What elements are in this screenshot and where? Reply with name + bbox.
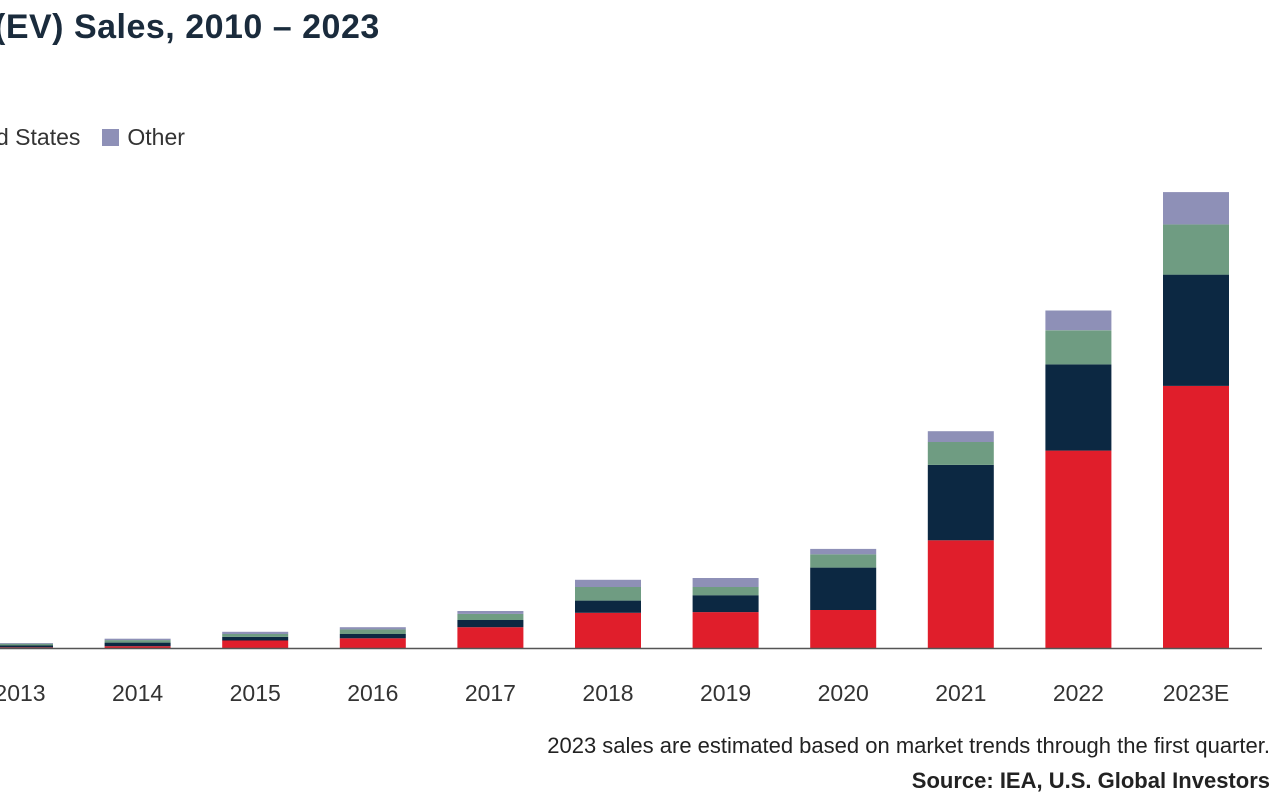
x-tick-label-2018: 2018 <box>582 680 633 706</box>
bar-2020-series-2 <box>810 554 877 568</box>
bar-2021-series-2 <box>927 441 994 465</box>
x-tick-label-2021: 2021 <box>935 680 986 706</box>
bar-2023E-series-2 <box>1163 224 1229 275</box>
bar-2018-series-3 <box>575 579 641 587</box>
x-tick-label-2015: 2015 <box>230 680 281 706</box>
bar-2023E-series-3 <box>1163 192 1229 225</box>
bar-2021-series-1 <box>927 464 994 541</box>
bar-2022-series-0 <box>1045 450 1112 648</box>
bar-2018-series-0 <box>575 612 641 648</box>
bar-2013-series-0 <box>0 647 53 648</box>
bar-2016-series-2 <box>339 629 406 634</box>
chart-footnote: 2023 sales are estimated based on market… <box>547 733 1270 758</box>
bar-2013-series-2 <box>0 643 53 646</box>
x-tick-label-2016: 2016 <box>347 680 398 706</box>
legend-label-other: Other <box>127 124 185 150</box>
bar-2021-series-3 <box>927 431 994 442</box>
bar-2015-series-1 <box>222 636 289 641</box>
chart-source: Source: IEA, U.S. Global Investors <box>911 768 1270 793</box>
bar-2020-series-1 <box>810 567 877 610</box>
bar-2016-series-0 <box>339 638 406 648</box>
bar-2016-series-1 <box>339 634 406 639</box>
bar-2022-series-3 <box>1045 310 1112 331</box>
bar-2019-series-1 <box>692 595 759 613</box>
bar-2019-series-3 <box>692 578 759 587</box>
bar-2014-series-2 <box>104 640 171 643</box>
bar-2017-series-1 <box>457 620 524 628</box>
bar-2017-series-0 <box>457 627 524 648</box>
chart-plot: 2013 2014 2015 2016 2017 2018 2019 2020 2021 2022… <box>0 192 1262 706</box>
bar-2023E-series-0 <box>1163 385 1229 648</box>
bar-2020-series-0 <box>810 609 877 648</box>
bar-2017-series-2 <box>457 613 524 620</box>
bar-2013-series-1 <box>0 645 53 648</box>
legend-label-united-states: d States <box>0 124 81 150</box>
bar-2014-series-3 <box>104 638 171 641</box>
chart-legend: d States Other <box>0 124 185 151</box>
legend-swatch-other <box>102 129 120 146</box>
bar-2022-series-1 <box>1045 364 1112 451</box>
bar-2017-series-3 <box>457 611 524 614</box>
x-tick-label-2020: 2020 <box>818 680 869 706</box>
bar-2020-series-3 <box>810 548 877 555</box>
bar-2015-series-0 <box>222 640 289 648</box>
bar-2014-series-0 <box>104 646 171 648</box>
x-tick-label-2023E: 2023E <box>1163 680 1230 706</box>
bar-2018-series-1 <box>575 600 641 613</box>
bar-2015-series-3 <box>222 631 289 634</box>
x-tick-label-2014: 2014 <box>112 680 163 706</box>
x-tick-label-2022: 2022 <box>1053 680 1104 706</box>
x-tick-label-2019: 2019 <box>700 680 751 706</box>
bar-2014-series-1 <box>104 642 171 647</box>
bar-2015-series-2 <box>222 634 289 637</box>
bar-2022-series-2 <box>1045 330 1112 365</box>
bar-2021-series-0 <box>927 540 994 648</box>
bar-2013-series-3 <box>0 643 53 644</box>
bar-2023E-series-1 <box>1163 274 1229 386</box>
bar-2016-series-3 <box>339 627 406 630</box>
x-tick-label-2017: 2017 <box>465 680 516 706</box>
chart-title: (EV) Sales, 2010 – 2023 <box>0 8 380 46</box>
x-tick-label-2013: 2013 <box>0 680 46 706</box>
bar-2019-series-2 <box>692 587 759 596</box>
bar-2018-series-2 <box>575 587 641 601</box>
bar-2019-series-0 <box>692 612 759 648</box>
